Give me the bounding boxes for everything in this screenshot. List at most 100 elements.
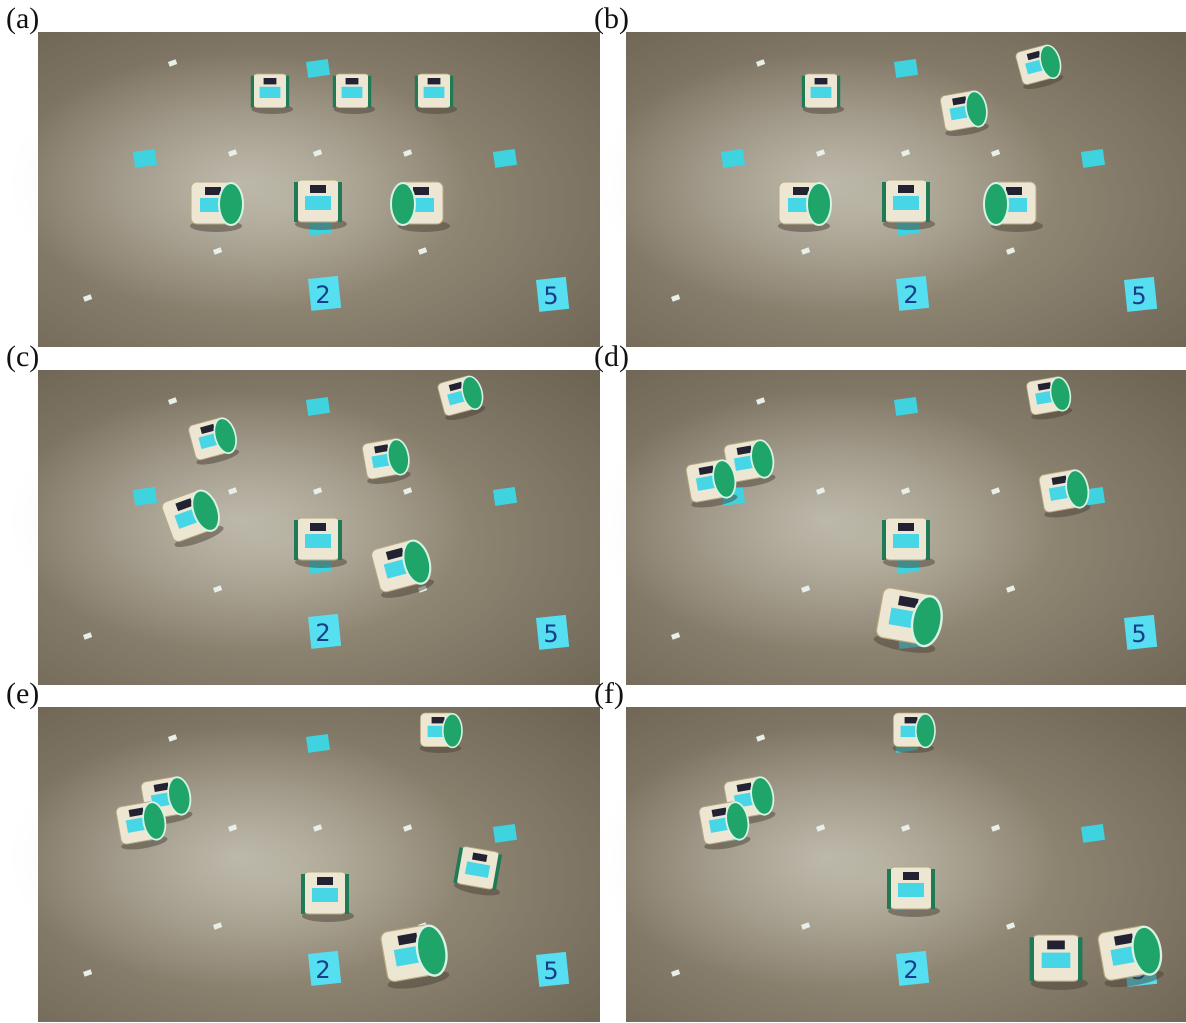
robot-tag	[1006, 187, 1022, 195]
robot-wheel	[450, 76, 453, 108]
robot-label	[1042, 953, 1071, 968]
robot-tag	[413, 187, 429, 195]
robot	[190, 182, 243, 232]
figure: 25(a)25(b)25(c)25(d)25(e)25(f)	[0, 0, 1186, 1023]
robot-tag	[264, 78, 277, 84]
robot-label	[305, 534, 331, 548]
robot-wheel	[882, 520, 886, 560]
floor-card	[306, 734, 330, 753]
robot-wheel	[916, 714, 935, 748]
light-haze	[596, 727, 1056, 987]
robot-label	[312, 888, 338, 902]
robot-wheel	[391, 183, 415, 225]
robot-wheel	[1030, 937, 1034, 981]
robot-label	[893, 534, 919, 548]
robot-label	[893, 196, 919, 210]
robot	[333, 74, 375, 114]
robot-wheel	[301, 874, 305, 914]
robot-label	[305, 196, 331, 210]
floor-card	[306, 397, 330, 416]
robot	[887, 867, 940, 917]
robot-tag	[898, 523, 914, 531]
floor-card	[1081, 149, 1105, 168]
card-number: 2	[903, 281, 918, 309]
robot	[882, 518, 935, 568]
panel-label: (d)	[594, 340, 629, 373]
robot	[251, 74, 293, 114]
robot	[294, 180, 347, 230]
robot-tag	[310, 523, 326, 531]
card-number: 2	[315, 281, 330, 309]
robot	[294, 518, 347, 568]
light-haze	[8, 390, 468, 650]
robot-label	[342, 87, 363, 98]
light-haze	[8, 52, 468, 312]
robot	[984, 182, 1043, 232]
card-number: 2	[903, 956, 918, 984]
floor-card	[306, 59, 330, 78]
card-number: 5	[1131, 620, 1146, 648]
floor-card	[133, 487, 157, 506]
panel-label: (f)	[594, 677, 624, 710]
floor-card	[721, 149, 745, 168]
card-number: 5	[543, 282, 558, 310]
robot-wheel	[338, 182, 342, 222]
floor-card	[894, 397, 918, 416]
floor-card	[1081, 824, 1105, 843]
floor-card	[493, 487, 517, 506]
robot-tag	[793, 187, 809, 195]
panel-label: (e)	[6, 677, 39, 710]
robot-tag	[428, 78, 441, 84]
robot	[882, 180, 935, 230]
robot-tag	[898, 185, 914, 193]
robot-wheel	[926, 520, 930, 560]
robot-wheel	[882, 182, 886, 222]
robot-wheel	[926, 182, 930, 222]
robot	[802, 74, 844, 114]
light-haze	[596, 390, 1056, 650]
robot-tag	[815, 78, 828, 84]
robot-tag	[310, 185, 326, 193]
robot-label	[898, 883, 924, 897]
robot-wheel	[1078, 937, 1082, 981]
card-number: 5	[543, 957, 558, 985]
robot-wheel	[443, 714, 462, 748]
panel: 25	[596, 370, 1186, 685]
robot-tag	[903, 872, 919, 880]
panel-label: (c)	[6, 340, 39, 373]
robot-wheel	[415, 76, 418, 108]
robot-tag	[317, 877, 333, 885]
card-number: 5	[1131, 282, 1146, 310]
floor-card	[493, 824, 517, 843]
robot-wheel	[984, 183, 1008, 225]
robot	[415, 74, 457, 114]
robot-label	[260, 87, 281, 98]
robot	[301, 872, 354, 922]
robot	[420, 713, 462, 753]
card-number: 2	[315, 956, 330, 984]
robot-label	[424, 87, 445, 98]
panel: 25	[596, 707, 1186, 1022]
robot-wheel	[887, 869, 891, 909]
robot	[391, 182, 450, 232]
card-number: 2	[315, 619, 330, 647]
robot	[893, 713, 935, 753]
panel-label: (b)	[594, 2, 629, 35]
robot-tag	[1047, 941, 1065, 950]
robot-wheel	[931, 869, 935, 909]
robot-wheel	[345, 874, 349, 914]
robot-wheel	[368, 76, 371, 108]
robot-wheel	[338, 520, 342, 560]
robot-wheel	[294, 520, 298, 560]
robot-tag	[432, 717, 445, 723]
floor-card	[493, 149, 517, 168]
robot-wheel	[837, 76, 840, 108]
robot-tag	[905, 717, 918, 723]
robot-tag	[205, 187, 221, 195]
robot-wheel	[294, 182, 298, 222]
robot-wheel	[286, 76, 289, 108]
